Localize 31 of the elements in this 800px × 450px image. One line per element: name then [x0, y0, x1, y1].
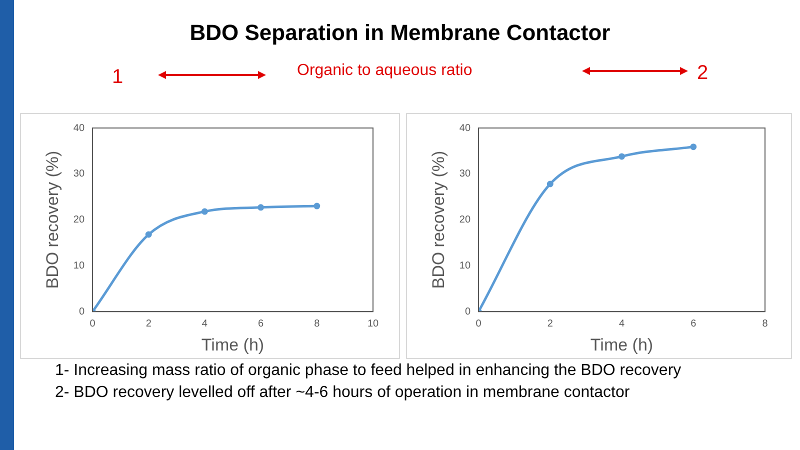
x-tick-label: 10 [367, 318, 379, 330]
y-tick-label: 10 [459, 260, 471, 272]
y-tick-label: 20 [73, 214, 85, 226]
y-tick-label: 40 [459, 122, 471, 134]
x-tick-label: 4 [202, 318, 208, 330]
text: 2- BDO recovery levelled off after ~4-6 hours of operation in membrane contactor [55, 384, 630, 402]
x-tick-label: 0 [90, 318, 96, 330]
x-tick-label: 0 [476, 318, 482, 330]
text: 1 [112, 66, 124, 89]
y-tick-label: 10 [73, 260, 85, 272]
y-tick-label: 0 [78, 306, 85, 318]
y-axis-title: BDO recovery (%) [428, 150, 448, 289]
x-tick-label: 6 [258, 318, 264, 330]
y-tick-label: 40 [73, 122, 85, 134]
text: 2 [697, 62, 708, 85]
chart-title: BDO Separation in Membrane Contactor [188, 20, 612, 46]
x-tick-label: 2 [547, 318, 554, 330]
x-tick-label: 8 [314, 318, 320, 330]
x-tick-label: 2 [146, 318, 152, 330]
y-tick-label: 30 [459, 168, 471, 180]
y-tick-label: 20 [459, 214, 471, 226]
y-tick-label: 30 [73, 168, 85, 180]
text: Organic to aqueous ratio [297, 62, 472, 80]
x-axis-title: Time (h) [590, 335, 654, 354]
x-tick-label: 6 [690, 318, 697, 330]
x-axis-title: Time (h) [201, 335, 264, 354]
y-tick-label: 0 [464, 306, 471, 318]
x-tick-label: 4 [618, 318, 625, 330]
text: 1- Increasing mass ratio of organic phase to feed helped in enhancing the BDO recovery [55, 362, 682, 380]
x-tick-label: 8 [762, 318, 768, 330]
y-axis-title: BDO recovery (%) [42, 150, 62, 289]
